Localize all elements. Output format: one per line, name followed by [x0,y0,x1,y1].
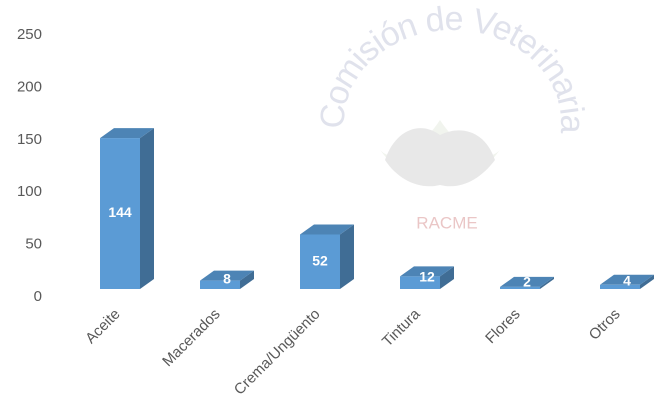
watermark-arc-text: Comisión de Veterinaria [313,0,591,134]
x-tick-label: Crema/Ungüento [231,306,324,399]
watermark: Comisión de Veterinaria RACME [313,0,591,232]
bar-side [340,225,354,289]
y-tick-label: 50 [25,236,42,253]
data-label: 144 [108,204,132,220]
y-tick-label: 0 [34,288,42,305]
watermark-label: RACME [416,213,477,232]
data-label: 4 [623,273,631,289]
data-label: 12 [419,268,435,284]
watermark-animals [385,128,495,186]
y-tick-label: 150 [17,131,42,148]
x-tick-label: Flores [482,306,523,347]
bar-front [600,285,640,289]
data-label: 8 [223,271,231,287]
x-tick-label: Macerados [159,306,223,370]
data-label: 52 [312,252,328,268]
x-tick-label: Otros [586,306,624,344]
chart: Comisión de Veterinaria RACME 0 50 100 150 2… [0,0,655,417]
data-label: 2 [523,274,531,290]
bar-side [140,128,154,289]
x-tick-label: Tintura [379,305,424,350]
y-tick-label: 250 [17,26,42,43]
x-tick-label: Aceite [82,306,124,348]
bar-front [500,287,540,289]
y-tick-label: 100 [17,183,42,200]
y-tick-label: 200 [17,78,42,95]
bar-front [200,281,240,289]
